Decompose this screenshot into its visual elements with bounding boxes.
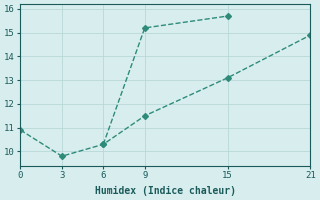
X-axis label: Humidex (Indice chaleur): Humidex (Indice chaleur): [95, 186, 236, 196]
